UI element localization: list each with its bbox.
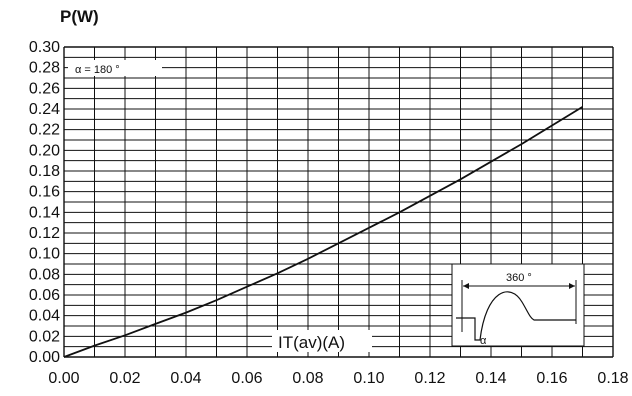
x-axis-title-bg: [272, 330, 372, 352]
alpha-annotation-bg: [68, 60, 162, 76]
waveform-inset: 360 ° α: [451, 263, 585, 347]
alpha-annotation: α = 180 °: [68, 60, 162, 76]
y-tick-label: 0.14: [29, 204, 60, 221]
x-tick-label: 0.08: [292, 370, 323, 387]
y-tick-label: 0.08: [29, 266, 60, 283]
y-tick-label: 0.26: [29, 80, 60, 97]
y-tick-label: 0.12: [29, 225, 60, 242]
inset-period-bg: [500, 270, 546, 284]
x-tick-label: 0.04: [170, 370, 201, 387]
x-axis-title-box: IT(av)(A): [272, 330, 372, 352]
x-tick-label: 0.12: [414, 370, 445, 387]
x-axis-title: IT(av)(A): [278, 333, 345, 352]
inset-arrow-right-icon: [569, 283, 575, 289]
y-tick-label: 0.30: [29, 39, 60, 56]
x-tick-label: 0.18: [597, 370, 628, 387]
y-tick-label: 0.10: [29, 246, 60, 263]
power-curve: [63, 106, 583, 358]
y-tick-label: 0.04: [29, 308, 60, 325]
y-tick-label: 0.22: [29, 122, 60, 139]
grid: [63, 46, 614, 358]
inset-waveform: [456, 291, 576, 341]
inset-arrow-left-icon: [463, 283, 469, 289]
series-layer: [63, 106, 583, 358]
x-tick-label: 0.10: [353, 370, 384, 387]
y-tick-label: 0.18: [29, 163, 60, 180]
y-tick-label: 0.20: [29, 142, 60, 159]
x-tick-label: 0.16: [536, 370, 567, 387]
x-tick-label: 0.00: [48, 370, 79, 387]
x-tick-label: 0.02: [109, 370, 140, 387]
y-tick-label: 0.00: [29, 349, 60, 366]
y-tick-label: 0.16: [29, 184, 60, 201]
y-tick-label: 0.24: [29, 101, 60, 118]
x-tick-labels: 0.00 0.02 0.04 0.06 0.08 0.10 0.12 0.14 0.16 0.18: [48, 370, 628, 387]
y-tick-label: 0.02: [29, 328, 60, 345]
x-tick-label: 0.06: [231, 370, 262, 387]
y-tick-label: 0.06: [29, 287, 60, 304]
y-axis-title: P(W): [60, 7, 99, 26]
x-tick-label: 0.14: [475, 370, 506, 387]
alpha-annotation-label: α = 180 °: [75, 64, 120, 76]
y-tick-label: 0.28: [29, 60, 60, 77]
inset-angle-label: α: [480, 335, 487, 347]
inset-period-label: 360 °: [506, 272, 532, 284]
y-tick-labels: 0.00 0.02 0.04 0.06 0.08 0.10 0.12 0.14 0.16 0.18…: [29, 39, 60, 366]
